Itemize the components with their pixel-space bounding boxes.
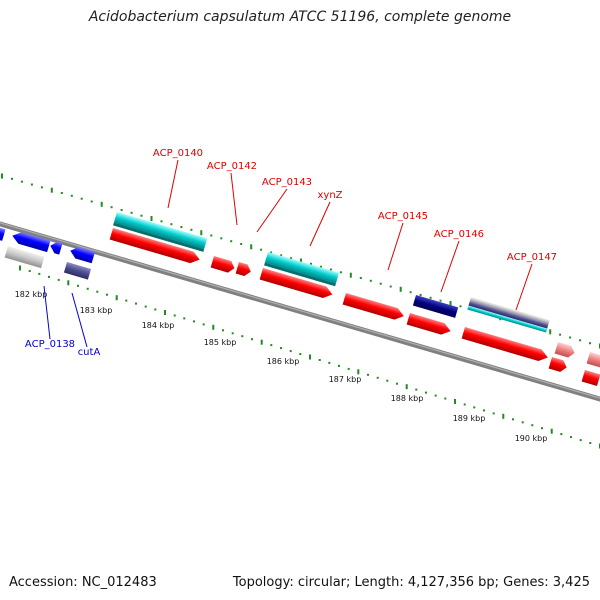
feature-pseudo-block[interactable] xyxy=(4,246,45,269)
feature-cds-arrow[interactable] xyxy=(342,293,406,322)
gene-leader-line xyxy=(256,188,288,233)
gene-label[interactable]: ACP_0147 xyxy=(507,252,557,263)
forward-strand-features xyxy=(109,212,600,387)
gene-label[interactable]: ACP_0138 xyxy=(25,339,75,350)
gene-label[interactable]: cutA xyxy=(78,347,101,358)
gene-label[interactable]: xynZ xyxy=(317,190,342,201)
reverse-strand-features xyxy=(0,226,96,280)
gene-leader-line xyxy=(440,240,460,293)
scale-tick-label: 188 kbp xyxy=(391,394,424,403)
feature-pink-arrow[interactable] xyxy=(554,342,577,359)
gene-leader-line xyxy=(167,159,179,209)
gene-leader-line xyxy=(387,222,404,271)
gene-label[interactable]: ACP_0143 xyxy=(262,177,312,188)
gene-label[interactable]: ACP_0142 xyxy=(207,161,257,172)
feature-reverse-arrow[interactable] xyxy=(69,245,96,264)
feature-slate-block[interactable] xyxy=(63,262,91,280)
feature-pink-block[interactable] xyxy=(586,352,600,368)
feature-cds-arrow[interactable] xyxy=(109,228,202,265)
scale-tick-label: 182 kbp xyxy=(15,290,48,299)
feature-pseudo-band[interactable] xyxy=(469,297,550,324)
feature-cds-arrow[interactable] xyxy=(210,256,236,274)
gene-leader-line xyxy=(43,285,51,340)
feature-cds-block[interactable] xyxy=(581,370,600,387)
gene-leader-line xyxy=(230,172,238,226)
gene-leader-line xyxy=(309,201,331,247)
gene-label[interactable]: ACP_0140 xyxy=(153,148,203,159)
scale-tick-label: 186 kbp xyxy=(267,357,300,366)
feature-rna-band[interactable] xyxy=(113,212,208,249)
scale-tick-label: 185 kbp xyxy=(204,338,237,347)
accession-label: Accession: NC_012483 xyxy=(9,575,157,590)
gene-label[interactable]: ACP_0145 xyxy=(378,211,428,222)
scale-tick-label: 187 kbp xyxy=(329,375,362,384)
feature-cds-arrow[interactable] xyxy=(259,268,334,300)
feature-slate-band[interactable] xyxy=(468,300,549,329)
feature-cds-arrow[interactable] xyxy=(548,357,569,373)
genome-summary: Topology: circular; Length: 4,127,356 bp… xyxy=(232,575,590,590)
scale-tick-labels: 182 kbp 183 kbp 184 kbp 185 kbp 186 kbp 187 k… xyxy=(15,290,548,443)
feature-cds-arrow[interactable] xyxy=(235,262,253,277)
scale-tick-label: 189 kbp xyxy=(453,414,486,423)
feature-rna-band[interactable] xyxy=(264,252,340,284)
feature-rna-band[interactable] xyxy=(467,305,548,333)
feature-navy-block[interactable] xyxy=(412,295,459,318)
genome-backbone-highlight xyxy=(0,222,600,399)
feature-reverse-arrow[interactable] xyxy=(11,230,51,253)
scale-tick-label: 184 kbp xyxy=(142,321,175,330)
scale-tick-label: 190 kbp xyxy=(515,434,548,443)
scale-tick-label: 183 kbp xyxy=(80,306,113,315)
feature-reverse-arrow[interactable] xyxy=(49,240,63,255)
gene-label[interactable]: ACP_0146 xyxy=(434,229,484,240)
genome-backbone xyxy=(0,221,600,402)
gene-leader-line xyxy=(71,292,88,348)
gene-labels: ACP_0140 ACP_0142 ACP_0143 xynZ ACP_0145 ACP_… xyxy=(25,148,557,358)
genome-title: Acidobacterium capsulatum ATCC 51196, co… xyxy=(88,9,512,25)
feature-cds-arrow[interactable] xyxy=(406,313,453,337)
gene-leader-line xyxy=(515,263,533,311)
feature-reverse-arrow[interactable] xyxy=(0,226,6,241)
lower-scale-track xyxy=(19,265,600,449)
feature-cds-arrow[interactable] xyxy=(461,327,550,363)
upper-scale-track xyxy=(1,173,600,349)
